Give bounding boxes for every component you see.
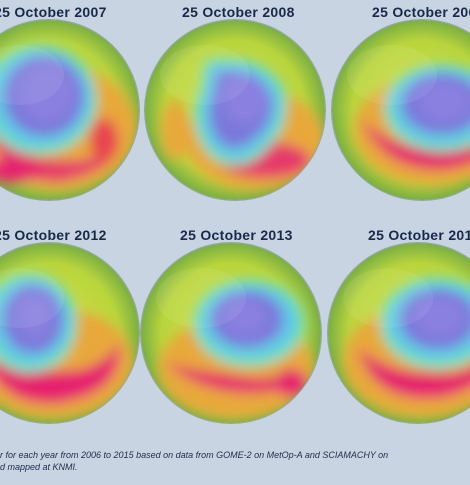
ozone-map-2014 [328, 243, 470, 423]
caption-line-2: d mapped at KNMI. [0, 462, 78, 472]
ozone-map-2009 [332, 20, 470, 200]
figure-caption: r for each year from 2006 to 2015 based … [0, 449, 470, 473]
caption-line-1: r for each year from 2006 to 2015 based … [0, 450, 389, 460]
ozone-map-2013 [141, 243, 321, 423]
panel-title-2008: 25 October 2008 [182, 4, 295, 20]
ozone-map-2012 [0, 243, 139, 423]
panel-title-2012: 25 October 2012 [0, 227, 107, 243]
ozone-map-2007 [0, 20, 139, 200]
ozone-map-2008 [145, 20, 325, 200]
panel-title-2007: 25 October 2007 [0, 4, 107, 20]
panel-title-2009: 25 October 2009 [372, 4, 470, 20]
panel-title-2013: 25 October 2013 [180, 227, 293, 243]
panel-title-2014: 25 October 2014 [368, 227, 470, 243]
